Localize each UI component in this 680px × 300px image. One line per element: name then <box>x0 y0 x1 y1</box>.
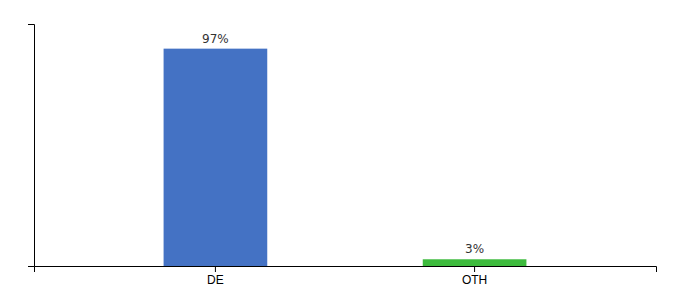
x-tick-mark <box>215 266 216 272</box>
x-tick-label: DE <box>207 273 224 287</box>
data-labels: 97% 3% <box>202 32 484 257</box>
data-label: 97% <box>202 32 229 46</box>
x-tick: DE <box>207 266 224 287</box>
x-tick: OTH <box>462 266 487 287</box>
data-label: 3% <box>465 242 484 256</box>
chart-svg: DE OTH 97% 3% <box>0 0 680 300</box>
chart-container: DE OTH 97% 3% <box>0 0 680 300</box>
x-axis-line <box>35 267 657 273</box>
y-axis-line <box>28 25 35 267</box>
bar <box>164 49 268 266</box>
x-tick-mark <box>474 266 475 272</box>
y-axis <box>28 25 35 267</box>
bar <box>423 259 527 266</box>
plot-area: DE OTH 97% 3% <box>28 25 657 287</box>
bars <box>164 49 527 266</box>
x-axis: DE OTH <box>35 266 657 287</box>
x-tick-label: OTH <box>462 273 487 287</box>
